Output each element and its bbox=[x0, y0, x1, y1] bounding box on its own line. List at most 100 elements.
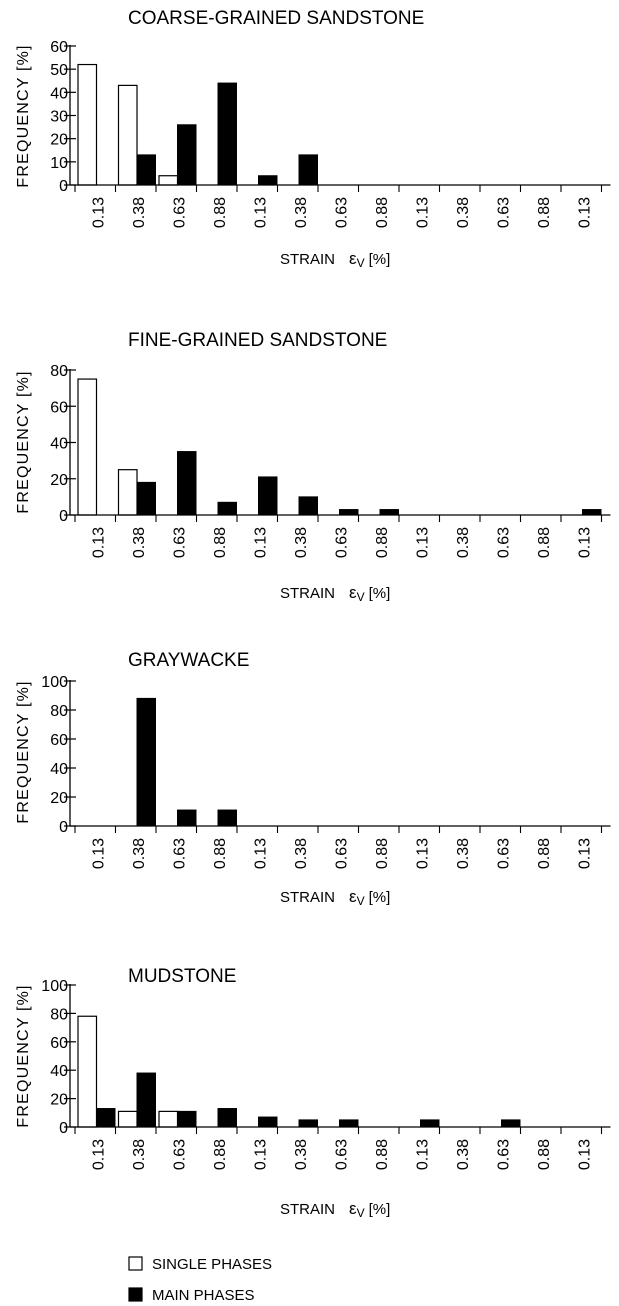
chart-panel: MUDSTONE FREQUENCY [%] 0 20 40 60 80 100 0.13 0.3… bbox=[15, 966, 611, 1220]
x-tick-label: 0.13 bbox=[90, 197, 107, 228]
x-tick-label: 0.63 bbox=[495, 838, 512, 869]
x-tick-label: 0.88 bbox=[536, 197, 553, 228]
x-tick-label: 0.13 bbox=[90, 838, 107, 869]
x-tick-label: 0.13 bbox=[90, 1139, 107, 1170]
x-tick-label: 0.88 bbox=[374, 1139, 391, 1170]
x-axis-label: STRAIN εV [%] bbox=[280, 583, 390, 604]
y-tick-label: 100 bbox=[41, 978, 68, 995]
x-tick-label: 0.88 bbox=[536, 527, 553, 558]
x-tick-label: 0.38 bbox=[131, 1139, 148, 1170]
bar-main-phase bbox=[217, 809, 237, 827]
y-tick-label: 40 bbox=[50, 436, 68, 453]
y-tick-label: 60 bbox=[50, 732, 68, 749]
x-tick-label: 0.63 bbox=[495, 197, 512, 228]
x-tick-label: 0.63 bbox=[333, 838, 350, 869]
x-tick-label: 0.13 bbox=[252, 527, 269, 558]
x-tick-label: 0.38 bbox=[455, 197, 472, 228]
y-axis-label: FREQUENCY [%] bbox=[15, 984, 32, 1127]
y-axis-label: FREQUENCY [%] bbox=[15, 680, 32, 823]
y-tick-label: 50 bbox=[50, 62, 68, 79]
x-tick-label: 0.13 bbox=[576, 838, 593, 869]
x-axis-label: STRAIN εV [%] bbox=[280, 249, 390, 270]
bar-single-phase bbox=[77, 1015, 98, 1128]
bar-main-phase bbox=[298, 496, 318, 516]
bar-main-phase bbox=[177, 451, 197, 516]
y-tick-label: 80 bbox=[50, 363, 68, 380]
x-axis-label-unit: [%] bbox=[369, 585, 391, 602]
bar-main-phase bbox=[96, 1108, 116, 1128]
bar-main-phase bbox=[177, 809, 197, 827]
bar-main-phase bbox=[136, 697, 156, 827]
bar-main-phase bbox=[177, 124, 197, 186]
chart-title: GRAYWACKE bbox=[128, 650, 249, 671]
y-tick-label: 30 bbox=[50, 109, 68, 126]
x-axis-label: STRAIN εV [%] bbox=[280, 887, 390, 908]
x-tick-label: 0.13 bbox=[90, 527, 107, 558]
x-tick-label: 0.63 bbox=[495, 527, 512, 558]
x-tick-label: 0.63 bbox=[333, 197, 350, 228]
x-tick-label: 0.63 bbox=[171, 197, 188, 228]
x-tick-label: 0.38 bbox=[131, 838, 148, 869]
x-tick-label: 0.88 bbox=[212, 197, 229, 228]
x-tick-label: 0.13 bbox=[252, 197, 269, 228]
x-axis-label-word: STRAIN bbox=[280, 251, 335, 268]
y-tick-label: 60 bbox=[50, 1035, 68, 1052]
x-axis-label-unit: [%] bbox=[369, 1201, 391, 1218]
x-tick-label: 0.38 bbox=[293, 527, 310, 558]
y-tick-label: 40 bbox=[50, 85, 68, 102]
y-tick-label: 0 bbox=[59, 1120, 68, 1137]
chart-panel: GRAYWACKE FREQUENCY [%] 0 20 40 60 80 100 0.13 0.… bbox=[15, 650, 611, 908]
x-axis-label-word: STRAIN bbox=[280, 585, 335, 602]
x-tick-label: 0.88 bbox=[374, 197, 391, 228]
x-axis-label-subscript: V bbox=[357, 894, 365, 908]
x-tick-label: 0.63 bbox=[333, 1139, 350, 1170]
y-tick-label: 40 bbox=[50, 1063, 68, 1080]
y-tick-label: 0 bbox=[59, 819, 68, 836]
x-tick-label: 0.63 bbox=[171, 838, 188, 869]
x-tick-label: 0.38 bbox=[293, 1139, 310, 1170]
y-tick-label: 80 bbox=[50, 1006, 68, 1023]
bar-main-phase bbox=[379, 509, 399, 516]
x-axis-label-word: STRAIN bbox=[280, 889, 335, 906]
y-tick-label: 80 bbox=[50, 703, 68, 720]
x-axis-label-symbol: ε bbox=[349, 583, 357, 602]
bar-main-phase bbox=[339, 1119, 359, 1128]
x-tick-label: 0.13 bbox=[414, 838, 431, 869]
x-tick-label: 0.88 bbox=[374, 838, 391, 869]
x-tick-label: 0.13 bbox=[414, 527, 431, 558]
x-tick-label: 0.88 bbox=[374, 527, 391, 558]
y-tick-label: 0 bbox=[59, 508, 68, 525]
bar-main-phase bbox=[136, 481, 156, 516]
x-tick-label: 0.13 bbox=[576, 527, 593, 558]
bar-single-phase bbox=[158, 175, 179, 186]
y-tick-label: 40 bbox=[50, 761, 68, 778]
x-axis-label-symbol: ε bbox=[349, 249, 357, 268]
bar-main-phase bbox=[217, 1108, 237, 1128]
x-tick-label: 0.13 bbox=[576, 197, 593, 228]
x-tick-label: 0.13 bbox=[414, 1139, 431, 1170]
y-tick-label: 20 bbox=[50, 132, 68, 149]
x-tick-label: 0.63 bbox=[171, 527, 188, 558]
x-tick-label: 0.38 bbox=[293, 838, 310, 869]
bar-main-phase bbox=[501, 1119, 521, 1128]
x-tick-label: 0.38 bbox=[455, 527, 472, 558]
x-tick-label: 0.38 bbox=[131, 527, 148, 558]
legend-swatch-main-phases bbox=[128, 1287, 143, 1302]
x-tick-label: 0.13 bbox=[576, 1139, 593, 1170]
legend-label: MAIN PHASES bbox=[152, 1287, 255, 1304]
x-axis-label-subscript: V bbox=[357, 1206, 365, 1220]
y-tick-label: 20 bbox=[50, 790, 68, 807]
bar-main-phase bbox=[582, 509, 602, 516]
x-tick-label: 0.63 bbox=[171, 1139, 188, 1170]
x-tick-label: 0.63 bbox=[333, 527, 350, 558]
x-axis-label-symbol: ε bbox=[349, 1199, 357, 1218]
x-tick-label: 0.88 bbox=[536, 1139, 553, 1170]
x-axis-label-word: STRAIN bbox=[280, 1201, 335, 1218]
legend: SINGLE PHASES MAIN PHASES bbox=[128, 1256, 272, 1304]
chart-title: COARSE-GRAINED SANDSTONE bbox=[128, 8, 424, 29]
x-tick-label: 0.13 bbox=[252, 1139, 269, 1170]
bar-main-phase bbox=[298, 1119, 318, 1128]
x-tick-label: 0.13 bbox=[414, 197, 431, 228]
y-tick-label: 20 bbox=[50, 1092, 68, 1109]
